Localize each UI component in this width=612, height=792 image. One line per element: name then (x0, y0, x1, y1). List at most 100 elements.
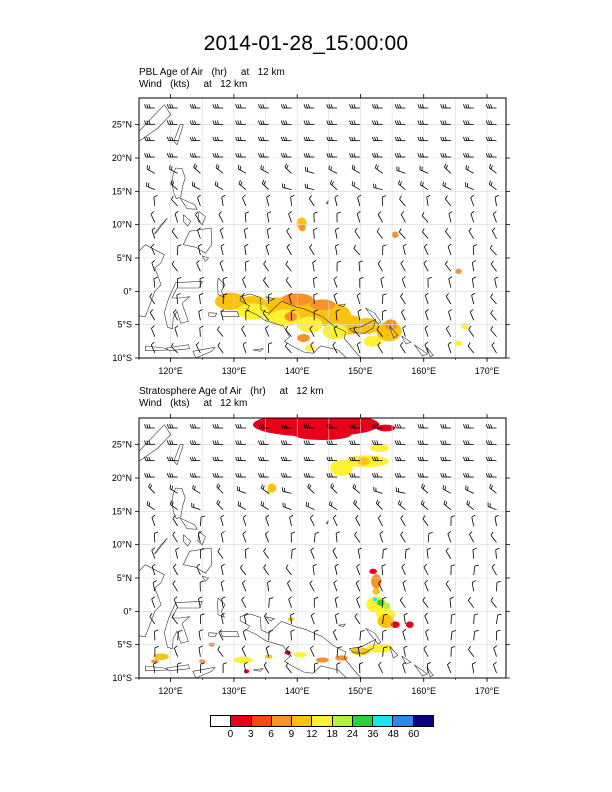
lat-tick-label: 10°N (112, 540, 132, 550)
wind-barb (394, 456, 406, 462)
wind-barb (400, 531, 406, 543)
wind-barb (258, 424, 269, 429)
wind-barb (220, 514, 225, 527)
wind-barb (265, 531, 270, 543)
lat-tick-label: 25°N (112, 440, 132, 450)
age-of-air-shading (376, 424, 396, 432)
wind-barb (485, 424, 497, 429)
lat-tick-label: 5°N (117, 253, 132, 263)
wind-barb (313, 662, 319, 674)
wind-barb (402, 580, 407, 592)
wind-barb (177, 276, 182, 288)
wind-barb (450, 613, 456, 625)
wind-barb (496, 629, 501, 641)
lon-tick-label: 150°E (348, 366, 373, 376)
wind-barb (177, 244, 182, 256)
wind-barb (359, 630, 365, 641)
wind-barb (496, 613, 502, 625)
wind-barb (465, 165, 474, 174)
wind-barb (494, 194, 499, 207)
wind-barb (450, 630, 457, 641)
wind-barb (288, 596, 293, 608)
wind-barb (467, 596, 475, 608)
wind-barb (193, 163, 201, 174)
wind-barb (196, 563, 201, 576)
wind-barb (443, 500, 452, 510)
wind-barb (471, 260, 477, 272)
wind-barb (447, 661, 452, 674)
wind-barb (174, 211, 179, 223)
wind-barb (377, 211, 383, 223)
wind-barb (149, 293, 156, 305)
wind-barb (222, 277, 228, 288)
wind-barb (151, 325, 156, 337)
wind-barb (170, 179, 178, 190)
wind-barb (303, 104, 315, 109)
wind-barb (245, 309, 250, 321)
wind-barb (258, 153, 269, 158)
wind-barb (260, 165, 269, 174)
wind-barb (285, 260, 292, 272)
wind-barb (263, 661, 270, 674)
wind-barb (471, 514, 476, 527)
wind-barb (485, 473, 497, 478)
coastline (239, 293, 362, 358)
lat-tick-label: 15°N (112, 186, 132, 196)
wind-barb (171, 227, 178, 239)
wind-barb (334, 194, 339, 207)
wind-barb (189, 136, 201, 142)
legend-label: 9 (288, 729, 295, 740)
wind-barb (349, 153, 360, 158)
wind-barb (265, 243, 270, 256)
wind-barb (258, 456, 269, 462)
wind-barb (305, 501, 315, 511)
wind-barb (400, 211, 406, 223)
coastline (326, 520, 329, 525)
wind-barb (290, 629, 295, 641)
coastline (153, 537, 168, 555)
coastline (145, 345, 169, 352)
age-of-air-shading (151, 659, 159, 664)
age-of-air-shading (406, 621, 414, 629)
wind-barb (244, 547, 250, 559)
wind-barb (242, 341, 247, 354)
wind-barb (473, 564, 479, 576)
wind-barb (333, 580, 338, 592)
wind-barb (280, 473, 292, 478)
wind-barb (198, 645, 203, 657)
wind-barb (290, 531, 296, 543)
coastline (139, 104, 171, 142)
wind-barb (424, 292, 429, 305)
wind-barb (189, 424, 201, 429)
wind-barb (329, 179, 338, 190)
age-of-air-shading (373, 597, 377, 602)
coastline (171, 487, 186, 520)
age-of-air-shading (363, 336, 383, 347)
wind-barb (471, 276, 477, 288)
wind-barb (171, 342, 178, 354)
wind-barb (466, 500, 474, 510)
age-of-air-shading (244, 669, 250, 674)
pbl-panel-subtitle-2: Wind (kts) at 12 km (139, 79, 248, 90)
wind-barb (313, 276, 318, 288)
wind-barb (468, 325, 475, 337)
wind-barb (427, 531, 433, 543)
coastline (414, 344, 429, 357)
coastline (252, 348, 264, 352)
wind-barb (189, 440, 201, 445)
wind-barb (154, 629, 159, 641)
wind-barb (421, 228, 429, 239)
wind-barb (199, 515, 206, 527)
wind-barb (440, 440, 451, 445)
coastline (192, 666, 216, 678)
wind-barb (285, 326, 292, 337)
wind-barb (468, 227, 475, 239)
wind-barb (333, 325, 338, 337)
wind-barb (394, 136, 406, 142)
wind-barb (449, 596, 454, 608)
wind-barb (197, 531, 202, 543)
legend-swatch (352, 716, 374, 726)
coastline (426, 667, 434, 678)
wind-barb (440, 120, 451, 125)
wind-barb (150, 243, 156, 256)
